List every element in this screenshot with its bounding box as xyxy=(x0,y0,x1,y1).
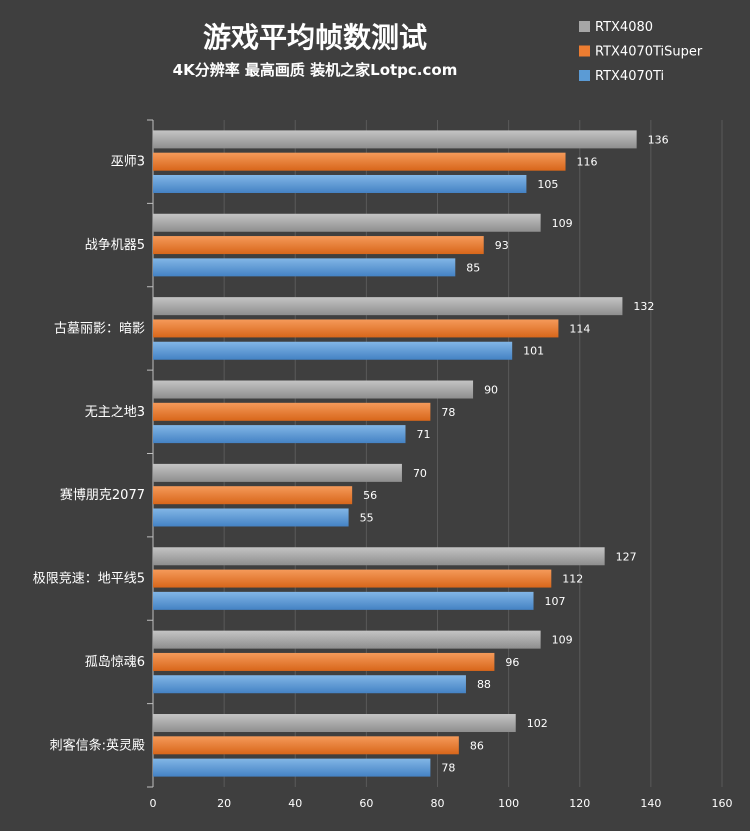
bar xyxy=(153,236,484,255)
bar xyxy=(153,547,605,566)
data-label: 78 xyxy=(441,762,455,775)
bar xyxy=(153,569,552,588)
bar xyxy=(153,425,406,444)
data-label: 109 xyxy=(552,634,573,647)
category-label: 刺客信条:英灵殿 xyxy=(50,737,145,753)
bar xyxy=(153,758,431,777)
data-label: 132 xyxy=(633,300,654,313)
bar xyxy=(153,152,566,171)
legend-label: RTX4080 xyxy=(595,20,653,35)
x-tick-label: 0 xyxy=(150,797,157,810)
data-label: 71 xyxy=(416,428,430,441)
x-tick-label: 140 xyxy=(640,797,661,810)
legend-swatch xyxy=(579,21,590,32)
bar xyxy=(153,130,637,149)
bar xyxy=(153,591,534,610)
data-label: 96 xyxy=(505,656,519,669)
x-tick-label: 20 xyxy=(217,797,231,810)
data-label: 105 xyxy=(537,178,558,191)
x-tick-label: 40 xyxy=(288,797,302,810)
bar xyxy=(153,714,516,733)
bars: 136 116 105 109 93 85 132 114 101 90 78 71 70 56 55 127… xyxy=(153,130,669,777)
bar xyxy=(153,486,353,505)
data-label: 127 xyxy=(616,550,637,563)
legend-label: RTX4070TiSuper xyxy=(595,45,703,60)
data-label: 90 xyxy=(484,384,498,397)
data-label: 102 xyxy=(527,717,548,730)
bar xyxy=(153,736,459,755)
category-label: 极限竞速：地平线5 xyxy=(33,571,145,587)
legend-swatch xyxy=(579,70,590,81)
data-label: 136 xyxy=(648,133,669,146)
data-label: 114 xyxy=(569,322,590,335)
bar xyxy=(153,675,466,694)
x-tick-label: 80 xyxy=(431,797,445,810)
category-label: 赛博朋克2077 xyxy=(60,487,145,503)
data-label: 109 xyxy=(552,217,573,230)
data-label: 93 xyxy=(495,239,509,252)
category-label: 孤岛惊魂6 xyxy=(85,654,145,670)
data-label: 85 xyxy=(466,261,480,274)
chart-subtitle: 4K分辨率 最高画质 装机之家Lotpc.com xyxy=(173,61,458,79)
bar xyxy=(153,630,541,649)
bar xyxy=(153,258,456,277)
data-label: 101 xyxy=(523,345,544,358)
bar xyxy=(153,402,431,421)
category-label: 巫师3 xyxy=(111,155,145,170)
bar xyxy=(153,213,541,232)
data-label: 78 xyxy=(441,406,455,419)
data-label: 107 xyxy=(545,595,566,608)
category-label: 古墓丽影：暗影 xyxy=(54,321,145,336)
legend-label: RTX4070Ti xyxy=(595,69,664,84)
bar xyxy=(153,319,559,338)
bar xyxy=(153,380,474,399)
legend-swatch xyxy=(579,45,590,57)
bar xyxy=(153,463,402,482)
data-label: 112 xyxy=(562,573,583,586)
chart-title: 游戏平均帧数测试 xyxy=(203,21,427,54)
x-tick-label: 160 xyxy=(712,797,733,810)
bar xyxy=(153,174,527,193)
bar xyxy=(153,297,623,316)
bar xyxy=(153,508,349,527)
legend: RTX4080 RTX4070TiSuper RTX4070Ti xyxy=(579,20,703,84)
data-label: 88 xyxy=(477,678,491,691)
x-axis-ticks: 0 20 40 60 80 100 120 140 160 xyxy=(150,797,733,810)
x-tick-label: 60 xyxy=(359,797,373,810)
bar xyxy=(153,652,495,671)
x-tick-label: 120 xyxy=(569,797,590,810)
bar xyxy=(153,341,513,360)
data-label: 55 xyxy=(360,511,374,524)
category-label: 战争机器5 xyxy=(85,238,145,253)
data-label: 86 xyxy=(470,739,484,752)
category-label: 无主之地3 xyxy=(85,405,145,420)
x-tick-label: 100 xyxy=(498,797,519,810)
data-label: 116 xyxy=(577,156,598,169)
data-label: 70 xyxy=(413,467,427,480)
data-label: 56 xyxy=(363,489,377,502)
